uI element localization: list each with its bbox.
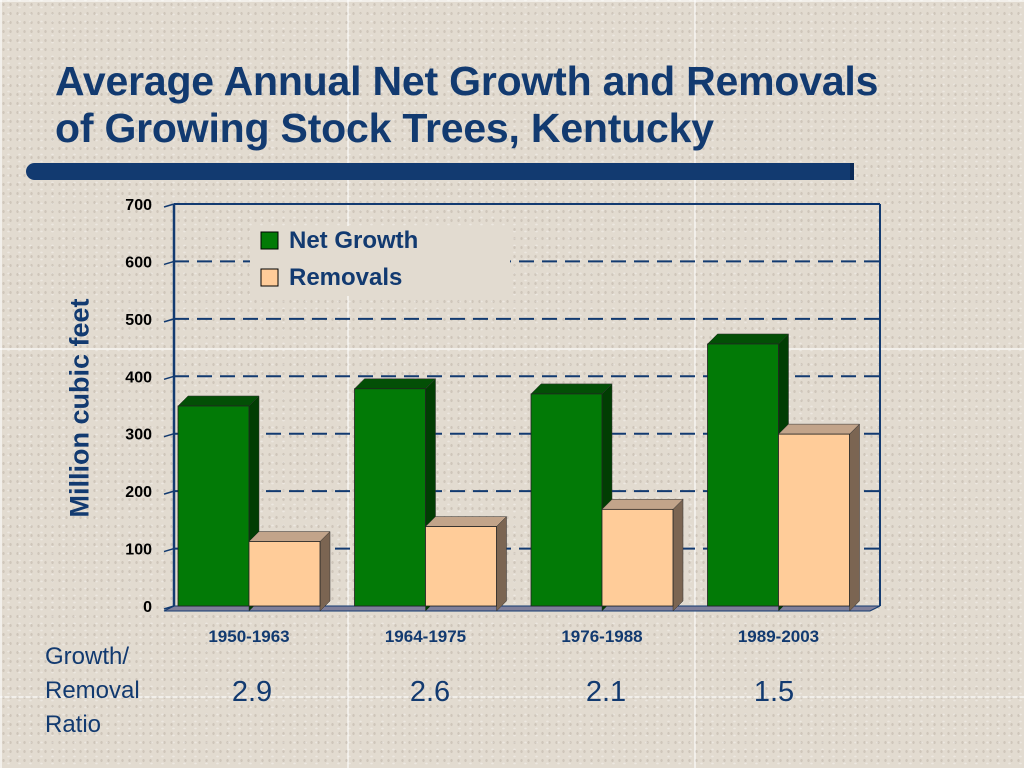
removals-bar-2-side xyxy=(496,515,507,612)
removals-bar-2 xyxy=(425,526,497,607)
y-tick-500 xyxy=(163,318,175,323)
y-tick-label-100: 100 xyxy=(125,542,152,559)
net-growth-bar-2 xyxy=(354,388,426,607)
removals-bar-4-top xyxy=(777,423,861,435)
net-growth-bar-3-top xyxy=(530,383,613,395)
y-tick-label-400: 400 xyxy=(125,369,152,386)
y-tick-400 xyxy=(163,375,175,381)
ratio-label-line-2: Removal xyxy=(45,677,140,704)
removals-bar-3 xyxy=(601,508,674,607)
ratio-value-1: 2.9 xyxy=(231,676,273,708)
net-growth-bar-1 xyxy=(177,405,250,607)
legend-background xyxy=(250,226,510,296)
x-tick-label-1: 1950-1963 xyxy=(208,627,289,646)
net-growth-bar-4-top xyxy=(706,333,790,345)
y-tick-0 xyxy=(163,605,175,610)
ratio-label-line-3: Ratio xyxy=(45,711,102,738)
chart-floor xyxy=(163,605,881,612)
title-line-1: Average Annual Net Growth and Removals xyxy=(55,58,879,104)
removals-bar-1-side xyxy=(319,530,331,612)
y-tick-700 xyxy=(163,203,175,208)
removals-bar-1-top xyxy=(248,531,331,542)
title-line-2: of Growing Stock Trees, Kentucky xyxy=(55,105,714,151)
removals-bar-1 xyxy=(248,541,321,607)
y-tick-200 xyxy=(163,490,175,495)
net-growth-bar-4 xyxy=(707,343,779,607)
ratio-row-label: Growth/ Removal Ratio xyxy=(45,640,185,742)
x-tick-label-2: 1964-1975 xyxy=(385,627,466,646)
removals-bar-4-side xyxy=(849,423,860,612)
y-tick-300 xyxy=(163,432,175,438)
net-growth-bar-1-top xyxy=(177,395,260,407)
y-tick-label-500: 500 xyxy=(125,312,152,329)
x-tick-label-3: 1976-1988 xyxy=(561,627,642,646)
net-growth-bar-2-top xyxy=(353,378,437,390)
y-tick-100 xyxy=(163,547,175,553)
net-growth-bar-3 xyxy=(530,393,603,607)
ratio-value-4: 1.5 xyxy=(753,676,795,708)
x-tick-label-4: 1989-2003 xyxy=(738,627,819,646)
title-underline-bar xyxy=(26,163,854,180)
removals-bar-2-top xyxy=(424,516,508,527)
slide-title: Average Annual Net Growth and Removals o… xyxy=(55,58,1005,152)
y-tick-label-200: 200 xyxy=(125,484,152,501)
ratio-value-3: 2.1 xyxy=(585,676,627,708)
legend-swatch-removals xyxy=(260,268,279,287)
y-tick-label-700: 700 xyxy=(125,197,152,214)
removals-bar-4 xyxy=(778,433,850,607)
y-axis-label: Million cubic feet xyxy=(64,298,95,518)
ratio-value-2: 2.6 xyxy=(409,676,451,708)
y-tick-label-0: 0 xyxy=(143,599,152,616)
removals-bar-3-top xyxy=(601,499,684,510)
y-tick-600 xyxy=(163,260,175,266)
legend-swatch-net-growth xyxy=(260,231,279,250)
removals-bar-3-side xyxy=(672,498,684,612)
legend-label-removals: Removals xyxy=(289,264,402,291)
y-tick-label-600: 600 xyxy=(125,254,152,271)
ratio-label-line-1: Growth/ xyxy=(45,643,130,670)
legend-label-net-growth: Net Growth xyxy=(289,227,418,254)
y-tick-label-300: 300 xyxy=(125,427,152,444)
